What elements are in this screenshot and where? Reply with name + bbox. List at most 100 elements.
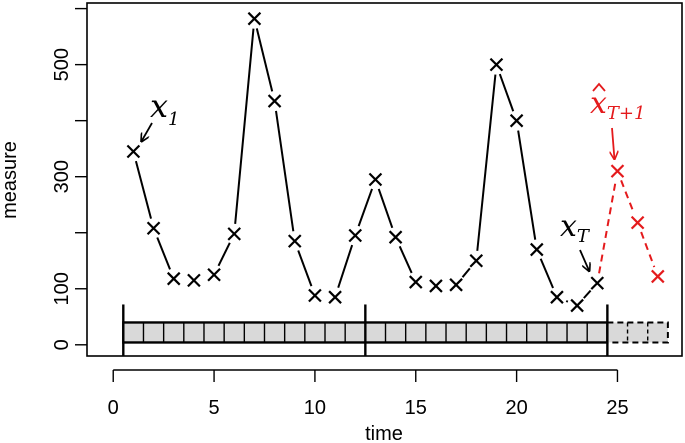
series-0-point xyxy=(570,298,584,313)
x-tick-label: 10 xyxy=(304,397,326,419)
series-0-point xyxy=(247,11,262,26)
series-0-segment xyxy=(498,73,515,112)
x-tick-label: 25 xyxy=(606,397,628,419)
series-0-point xyxy=(287,234,302,248)
annotation-base: x xyxy=(560,209,577,244)
x-axis: 0 5 10 15 20 25 xyxy=(108,369,629,419)
series-0-point xyxy=(429,279,443,293)
series-0-point xyxy=(449,278,463,292)
series-0-point xyxy=(388,230,403,244)
annotation-base: x xyxy=(150,87,168,125)
y-tick-label: 100 xyxy=(51,272,73,305)
y-tick-label: 300 xyxy=(51,160,73,193)
point-stroke xyxy=(348,228,363,243)
series-0-point xyxy=(207,267,221,282)
series-0-segment xyxy=(337,244,354,288)
series-0-segment xyxy=(156,237,171,270)
series-0-point xyxy=(469,253,484,268)
series-0-point xyxy=(348,228,363,243)
series-1-point xyxy=(610,164,625,178)
point-stroke xyxy=(509,113,524,128)
point-stroke xyxy=(550,290,564,304)
hat-accent xyxy=(592,82,606,92)
series-0-segment xyxy=(217,242,231,267)
series-0-segment xyxy=(565,300,569,303)
series-0-segment xyxy=(517,130,537,240)
point-stroke xyxy=(590,276,605,290)
point-stroke xyxy=(267,94,282,108)
point-stroke xyxy=(308,288,322,303)
series-0-segment xyxy=(539,258,554,289)
annotation-subscript: 1 xyxy=(168,109,179,130)
point-stroke xyxy=(570,298,584,313)
series-0-segment xyxy=(297,250,313,287)
series-1-point xyxy=(630,215,645,230)
series-0-point xyxy=(530,242,544,257)
series-1-segment xyxy=(620,180,635,214)
point-stroke xyxy=(187,273,201,288)
point-stroke xyxy=(287,234,302,248)
point-stroke xyxy=(126,144,141,159)
point-stroke xyxy=(247,11,262,26)
plot-frame xyxy=(86,2,683,357)
x-tick-label: 0 xyxy=(108,397,119,419)
point-stroke xyxy=(489,57,504,72)
series-0-point xyxy=(166,271,181,286)
series-0-point xyxy=(408,275,423,289)
series-0-point xyxy=(227,227,242,241)
x-tick-label: 20 xyxy=(505,397,527,419)
series-0-point xyxy=(328,290,342,304)
annotation-label: xT+1 xyxy=(590,86,645,124)
forecast-block xyxy=(606,321,669,344)
annotation-subscript: T+1 xyxy=(607,103,646,124)
series-0-point xyxy=(267,94,282,108)
y-axis-label: measure xyxy=(0,141,21,219)
point-stroke xyxy=(328,290,342,304)
annotation-label: x1 xyxy=(150,87,180,130)
series-1-point xyxy=(651,269,665,284)
series-0-point xyxy=(187,273,201,288)
series-0-point xyxy=(550,290,564,304)
annotation-base: x xyxy=(590,86,607,121)
series-0-point xyxy=(368,172,383,187)
timeline-bar xyxy=(122,304,669,356)
point-stroke xyxy=(166,271,181,286)
point-stroke xyxy=(449,278,463,292)
series-0-segment xyxy=(134,160,152,219)
series-0-point xyxy=(489,57,504,72)
point-stroke xyxy=(146,221,161,236)
point-stroke xyxy=(469,253,484,268)
point-stroke xyxy=(227,227,242,241)
point-stroke xyxy=(368,172,383,187)
point-stroke xyxy=(408,275,423,289)
series-0-point xyxy=(590,276,605,290)
annotation-arrow xyxy=(612,127,614,159)
series-1-segment xyxy=(640,231,656,268)
series-layer xyxy=(126,11,665,313)
series-0-segment xyxy=(255,28,274,92)
point-stroke xyxy=(630,215,645,230)
point-stroke xyxy=(429,279,443,293)
point-stroke xyxy=(610,164,625,178)
series-0-segment xyxy=(583,289,592,299)
series-0-point xyxy=(146,221,161,236)
y-axis: 0 100 300 500 xyxy=(51,7,87,350)
annotation-arrow xyxy=(579,249,589,271)
y-tick-label: 0 xyxy=(51,339,73,350)
point-stroke xyxy=(207,267,221,282)
annotation-arrow xyxy=(141,122,153,141)
series-0-segment xyxy=(377,188,394,229)
point-stroke xyxy=(388,230,403,244)
annotation-subscript: T xyxy=(577,226,591,247)
series-1-segment xyxy=(598,180,617,274)
point-stroke xyxy=(651,269,665,284)
series-0-segment xyxy=(476,74,497,251)
series-0-point xyxy=(126,144,141,159)
series-0-point xyxy=(509,113,524,128)
x-axis-label: time xyxy=(365,423,403,443)
series-0-point xyxy=(308,288,322,303)
series-0-segment xyxy=(234,28,255,224)
annotation-label: xT xyxy=(560,209,591,247)
